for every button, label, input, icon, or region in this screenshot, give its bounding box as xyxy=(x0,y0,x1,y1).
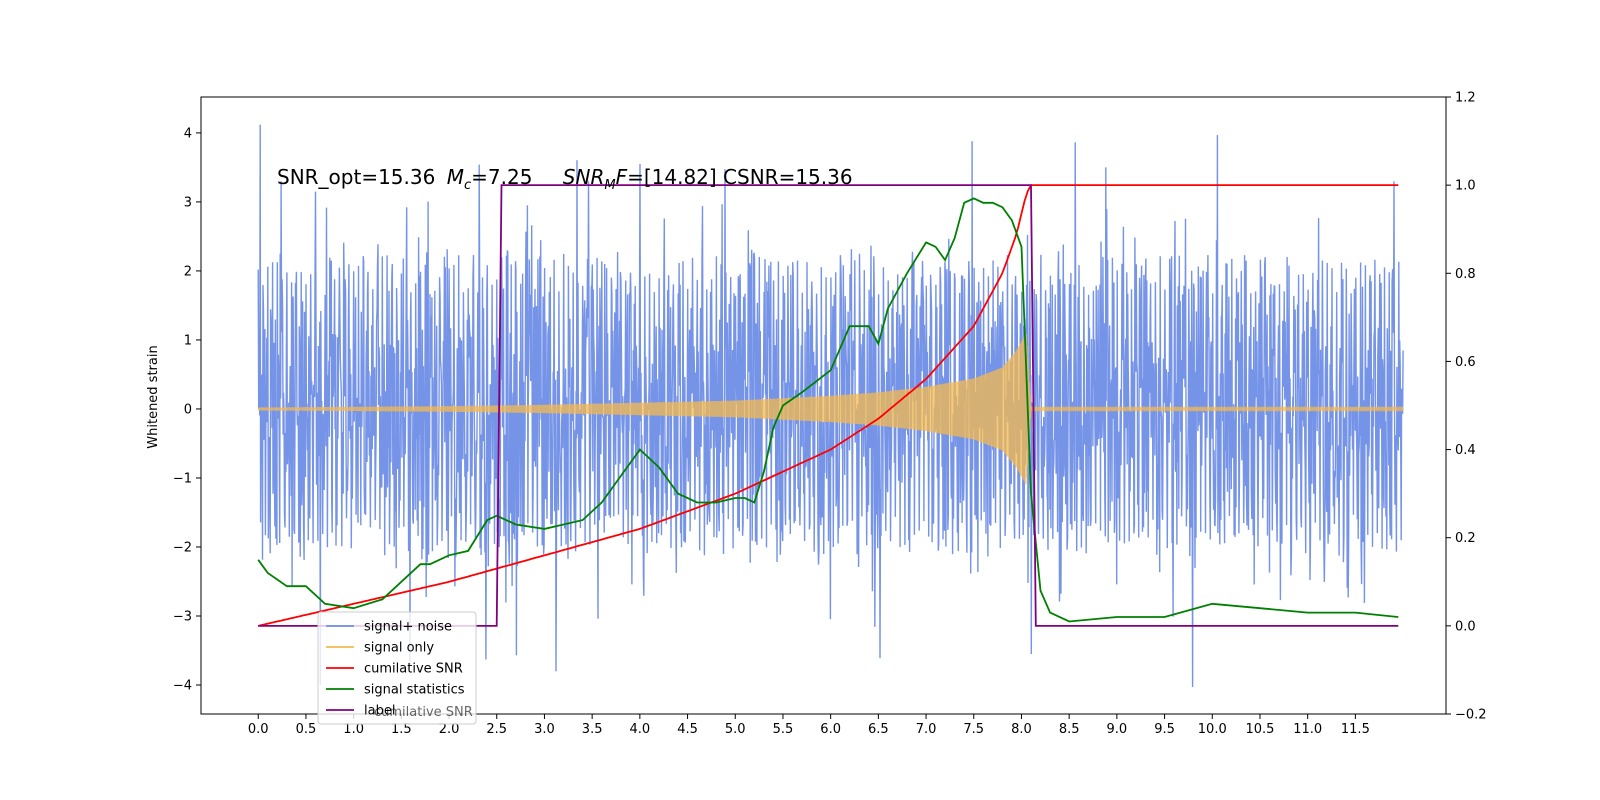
y-right-tick-label: 1.0 xyxy=(1455,179,1476,194)
legend-label: signal statistics xyxy=(364,683,465,698)
y-left-tick-label: −4 xyxy=(173,679,192,694)
x-tick-label: 10.0 xyxy=(1198,722,1227,737)
x-tick-label: 1.5 xyxy=(391,722,412,737)
legend-ghost-text: cumilative SNR xyxy=(374,705,473,720)
x-tick-label: 0.5 xyxy=(296,722,317,737)
annotation-snrmf-symbol: SNR xyxy=(563,165,605,189)
x-tick-label: 3.0 xyxy=(534,722,555,737)
x-tick-label: 5.5 xyxy=(773,722,794,737)
y-right-tick-label: 0.2 xyxy=(1455,531,1476,546)
x-tick-label: 5.0 xyxy=(725,722,746,737)
annotation-mc-sub: c xyxy=(464,178,471,193)
legend-label: label xyxy=(364,704,395,719)
series-signal-only-line xyxy=(257,334,1404,485)
x-tick-label: 2.5 xyxy=(486,722,507,737)
x-tick-label: 9.0 xyxy=(1107,722,1128,737)
x-tick-label: 1.0 xyxy=(343,722,364,737)
x-tick-label: 4.0 xyxy=(630,722,651,737)
x-tick-label: 7.0 xyxy=(916,722,937,737)
annotation-snrmf-f: F xyxy=(616,165,628,189)
y-left-tick-label: −2 xyxy=(173,540,192,555)
plot-area xyxy=(257,124,1404,688)
x-tick-label: 3.5 xyxy=(582,722,603,737)
x-tick-label: 11.0 xyxy=(1293,722,1322,737)
annotation-snrmf-value: =[14.82] CSNR=15.36 xyxy=(627,165,853,189)
x-tick-label: 2.0 xyxy=(439,722,460,737)
legend-box xyxy=(317,611,477,725)
annotation-mc-value: =7.25 xyxy=(471,165,532,189)
series-cumulative-snr-line xyxy=(257,184,1399,627)
x-tick-label: 11.5 xyxy=(1341,722,1370,737)
x-tick-label: 10.5 xyxy=(1245,722,1274,737)
x-tick-label: 8.5 xyxy=(1059,722,1080,737)
y-right-tick-label: 0.8 xyxy=(1455,267,1476,282)
series-signal-statistics-line xyxy=(257,197,1399,623)
x-tick-label: 0.0 xyxy=(248,722,269,737)
y-right-tick-label: −0.2 xyxy=(1455,708,1487,723)
y-right-tick-label: 1.2 xyxy=(1455,91,1476,106)
y-left-tick-label: 2 xyxy=(184,264,192,279)
annotation-snrmf-sub: M xyxy=(604,178,615,193)
x-tick-label: 9.5 xyxy=(1154,722,1175,737)
legend: cumilative SNR signal+ noise signal only cu… xyxy=(317,611,477,725)
y-right-tick-label: 0.0 xyxy=(1455,619,1476,634)
y-left-tick-label: 1 xyxy=(184,333,192,348)
plot-frame xyxy=(200,96,1447,715)
legend-label: signal+ noise xyxy=(364,620,452,635)
y-right-tick-label: 0.6 xyxy=(1455,355,1476,370)
x-tick-label: 7.5 xyxy=(963,722,984,737)
plot-series-group xyxy=(257,124,1404,688)
y-axis-label: Whitened strain xyxy=(146,345,161,448)
y-left-tick-label: 3 xyxy=(184,195,192,210)
x-tick-label: 6.0 xyxy=(820,722,841,737)
y-right-tick-label: 0.4 xyxy=(1455,443,1476,458)
annotation-snr-opt: SNR_opt=15.36 xyxy=(277,165,435,189)
x-tick-label: 6.5 xyxy=(868,722,889,737)
y-left-tick-label: −3 xyxy=(173,609,192,624)
x-tick-label: 4.5 xyxy=(677,722,698,737)
series-signal-noise-line xyxy=(257,124,1404,688)
annotation-mc-symbol: M xyxy=(447,165,464,189)
chart-annotation: SNR_opt=15.36 Mc=7.25 SNRMF=[14.82] CSNR… xyxy=(277,165,853,193)
legend-label: cumilative SNR xyxy=(364,662,463,677)
y-left-tick-label: −1 xyxy=(173,471,192,486)
x-tick-label: 8.0 xyxy=(1011,722,1032,737)
y-left-tick-label: 4 xyxy=(184,126,192,141)
axes: 0.0 0.5 1.0 1.5 2.0 2.5 3.0 3.5 4.0 4.5 5.0 5.5 6.0 6… xyxy=(173,91,1487,738)
legend-label: signal only xyxy=(364,641,434,656)
y-left-tick-label: 0 xyxy=(184,402,192,417)
